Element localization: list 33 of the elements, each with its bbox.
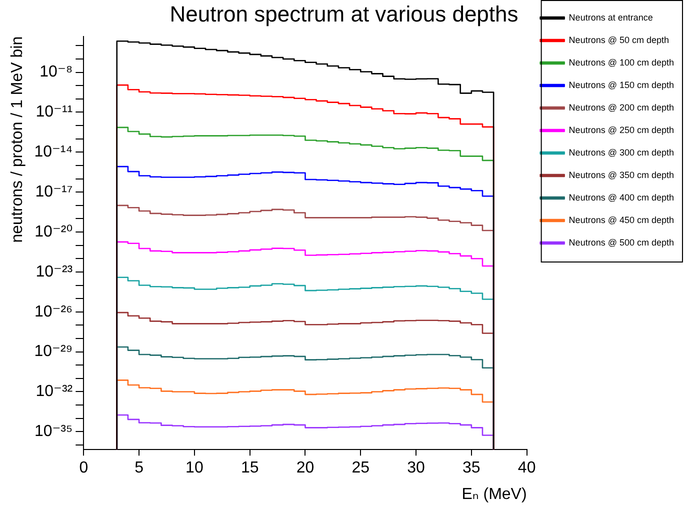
x-tick-label: 25 [352,460,370,477]
y-tick-label: 10⁻²⁶ [34,303,73,320]
x-tick-label: 35 [462,460,480,477]
legend-label: Neutrons @ 350 cm depth [568,170,674,180]
y-tick-label: 10⁻¹⁷ [35,184,73,201]
x-tick-label: 15 [240,460,259,477]
y-axis-title: neutrons / proton / 1 MeV bin [9,36,26,243]
legend-label: Neutrons @ 450 cm depth [568,214,674,225]
x-tick-label: 30 [407,460,426,477]
legend-label: Neutrons @ 500 cm depth [568,237,674,248]
y-tick-label: 10⁻²⁰ [34,223,73,240]
legend-label: Neutrons @ 250 cm depth [568,124,674,135]
legend-label: Neutrons @ 150 cm depth [568,80,674,90]
chart-title: Neutron spectrum at various depths [170,1,518,26]
legend-label: Neutrons @ 50 cm depth [568,34,669,45]
y-tick-label: 10⁻¹⁴ [34,144,73,161]
legend-label: Neutrons @ 200 cm depth [568,102,674,112]
x-tick-label: 5 [134,460,144,477]
x-tick-label: 20 [296,460,314,477]
y-tick-label: 10⁻¹¹ [36,104,73,121]
x-tick-label: 0 [79,460,88,477]
x-axis-title: Eₙ (MeV) [462,486,527,503]
y-tick-label: 10⁻³² [36,383,74,400]
legend-label: Neutrons @ 400 cm depth [568,192,674,202]
legend-label: Neutrons at entrance [568,12,653,22]
y-tick-label: 10⁻²⁹ [34,343,73,360]
y-tick-label: 10⁻²³ [36,263,74,280]
legend-label: Neutrons @ 300 cm depth [568,147,674,158]
legend-label: Neutrons @ 100 cm depth [568,57,674,68]
y-tick-label: 10⁻⁸ [40,64,73,81]
y-tick-label: 10⁻³⁵ [34,423,73,440]
x-tick-label: 40 [518,460,536,477]
x-tick-label: 10 [186,460,204,477]
